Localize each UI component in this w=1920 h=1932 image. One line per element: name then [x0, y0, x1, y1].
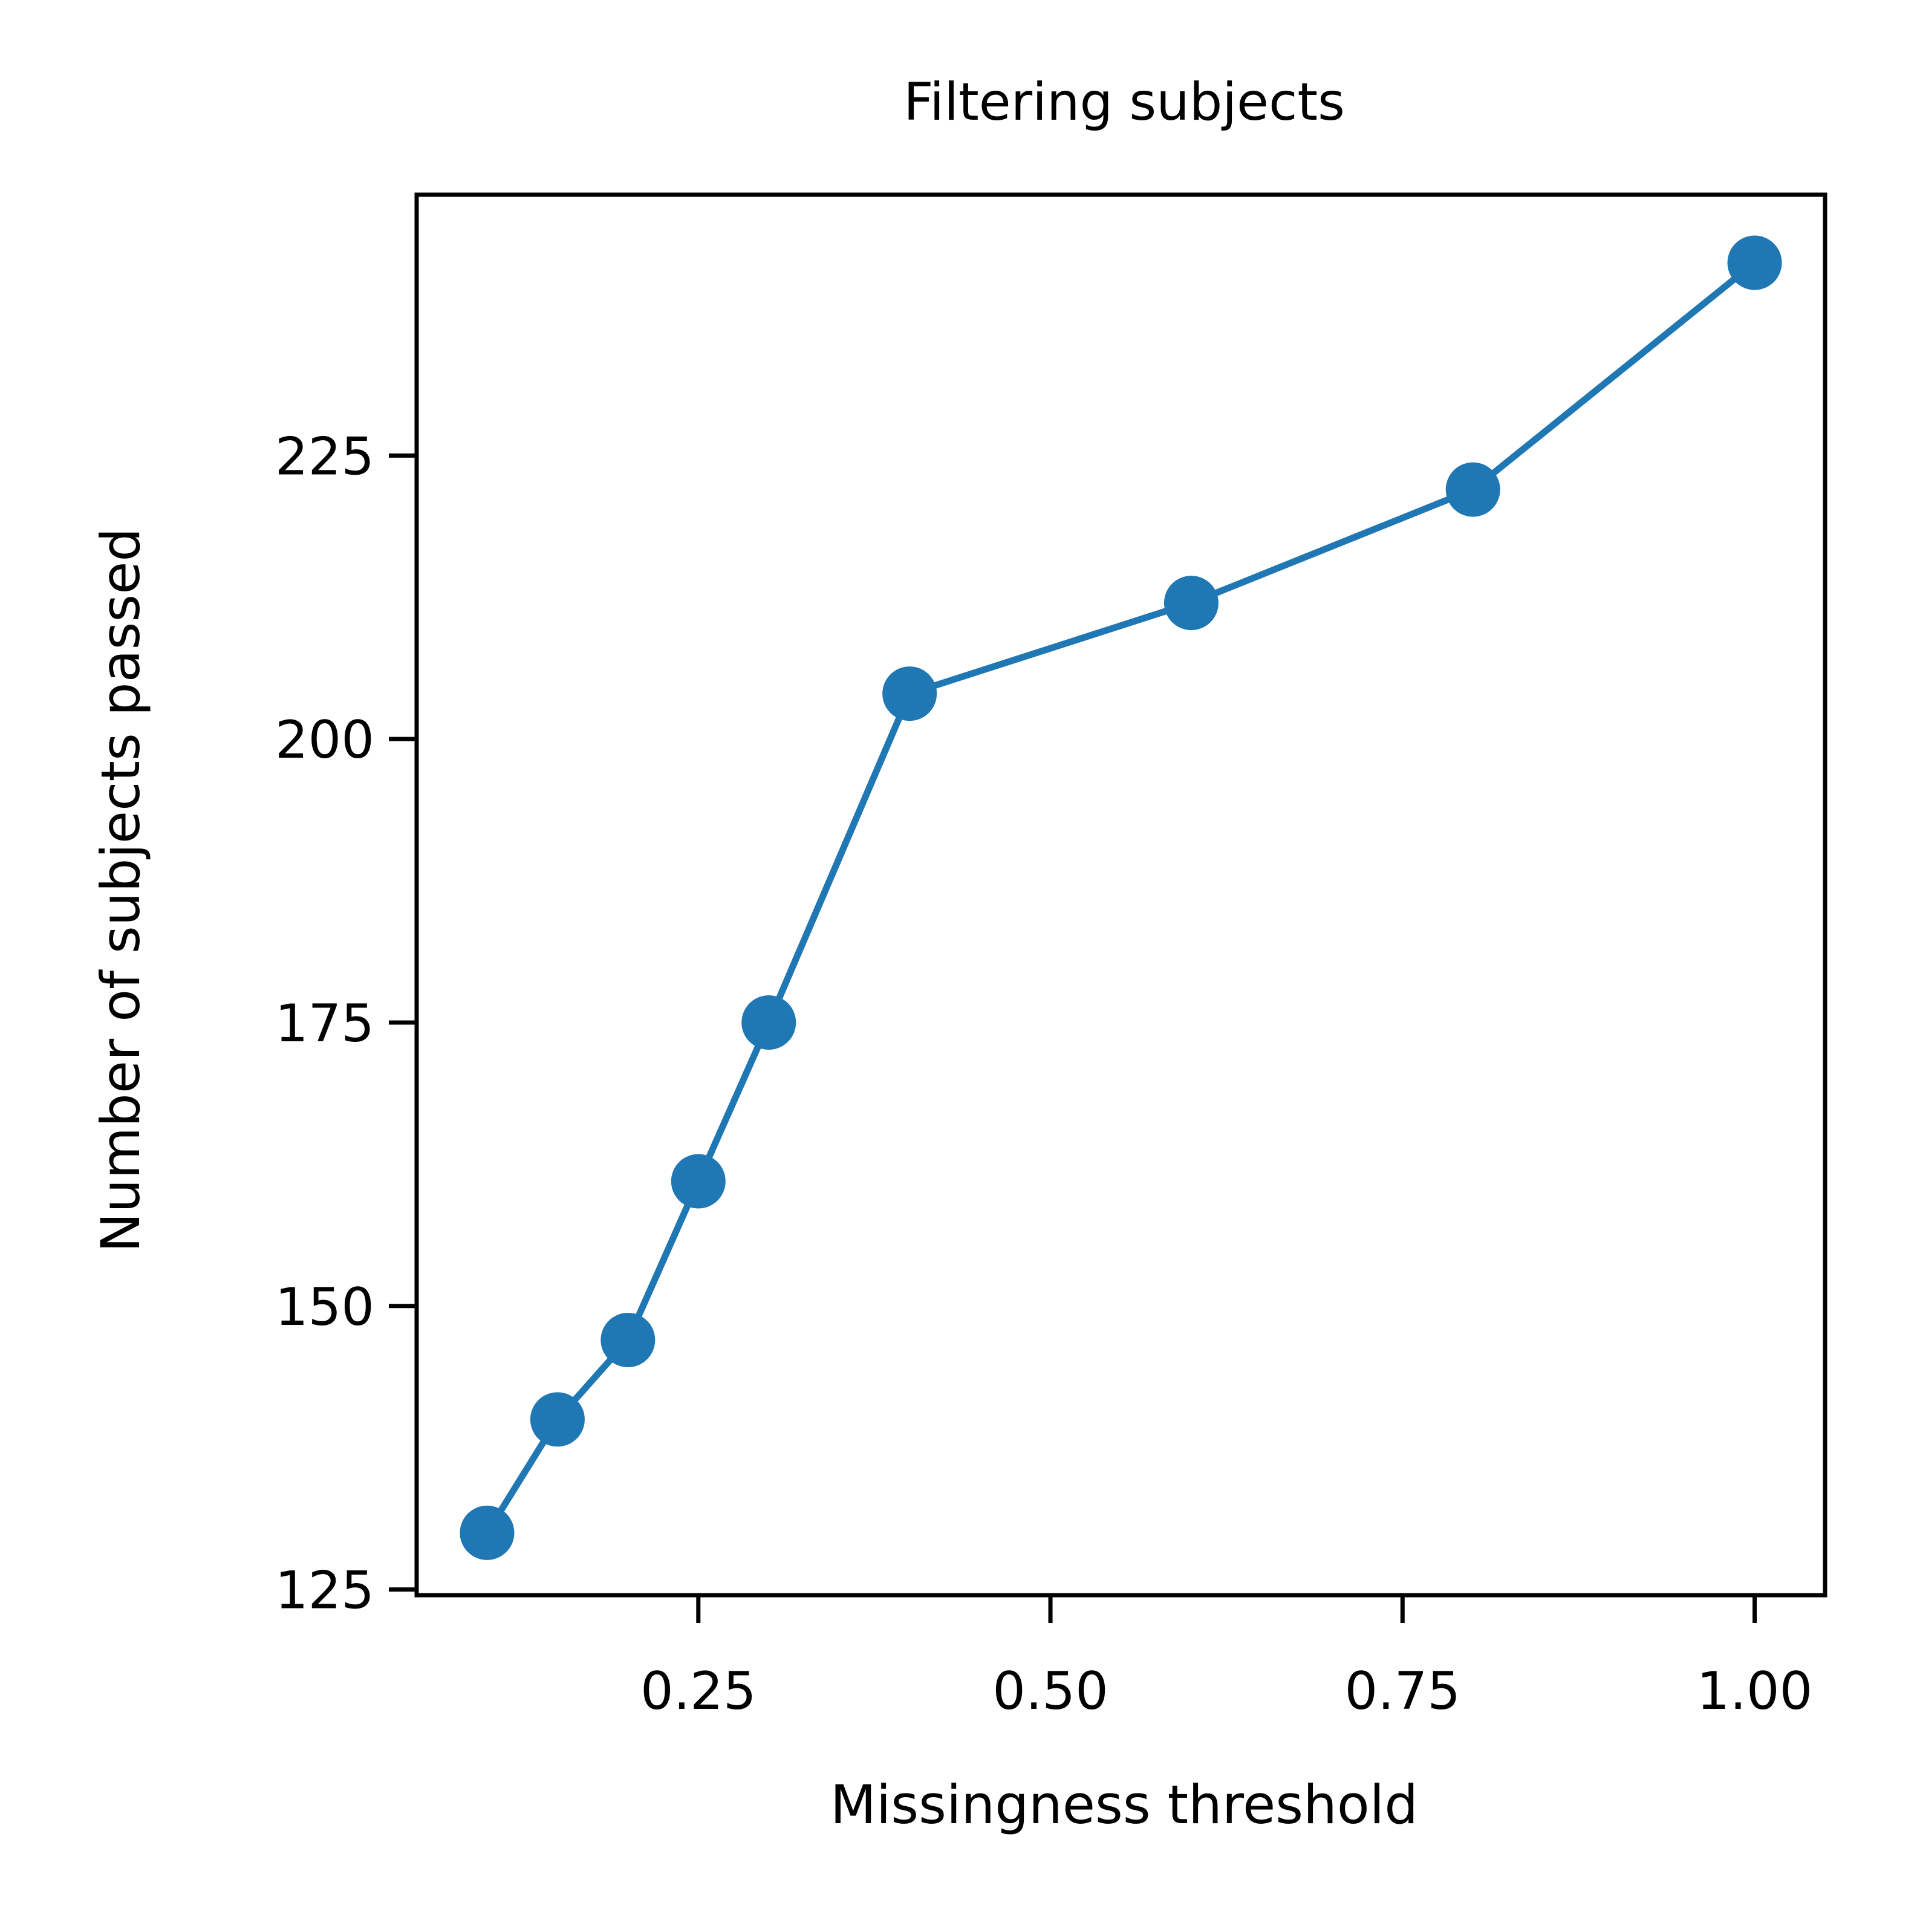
y-tick-label: 150	[275, 1277, 374, 1338]
series-layer	[460, 235, 1782, 1560]
data-point	[1163, 576, 1219, 631]
data-point	[882, 666, 937, 721]
y-axis-label: Number of subjects passed	[89, 528, 152, 1253]
data-point	[1727, 235, 1782, 290]
x-tick-label: 0.25	[640, 1661, 756, 1722]
data-point	[741, 995, 796, 1050]
x-axis-label: Missingness threshold	[830, 1774, 1418, 1836]
data-point	[671, 1154, 726, 1209]
x-tick-label: 0.50	[992, 1661, 1108, 1722]
data-point	[530, 1392, 585, 1447]
x-tick-label: 0.75	[1345, 1661, 1460, 1722]
plot-frame	[414, 192, 1827, 1598]
axis-ticks: 0.25 0.50 0.75 1.00 125 150 175 200 225	[275, 426, 1812, 1722]
y-tick-label: 175	[275, 994, 374, 1054]
y-tick-label: 225	[275, 426, 374, 487]
x-tick-label: 1.00	[1697, 1661, 1812, 1722]
data-point	[1445, 462, 1500, 517]
chart-title: Filtering subjects	[903, 72, 1345, 132]
series-line	[484, 260, 1757, 1535]
y-tick-label: 125	[275, 1561, 374, 1621]
data-point	[600, 1313, 656, 1368]
y-tick-label: 200	[275, 710, 374, 770]
data-point	[460, 1505, 515, 1560]
